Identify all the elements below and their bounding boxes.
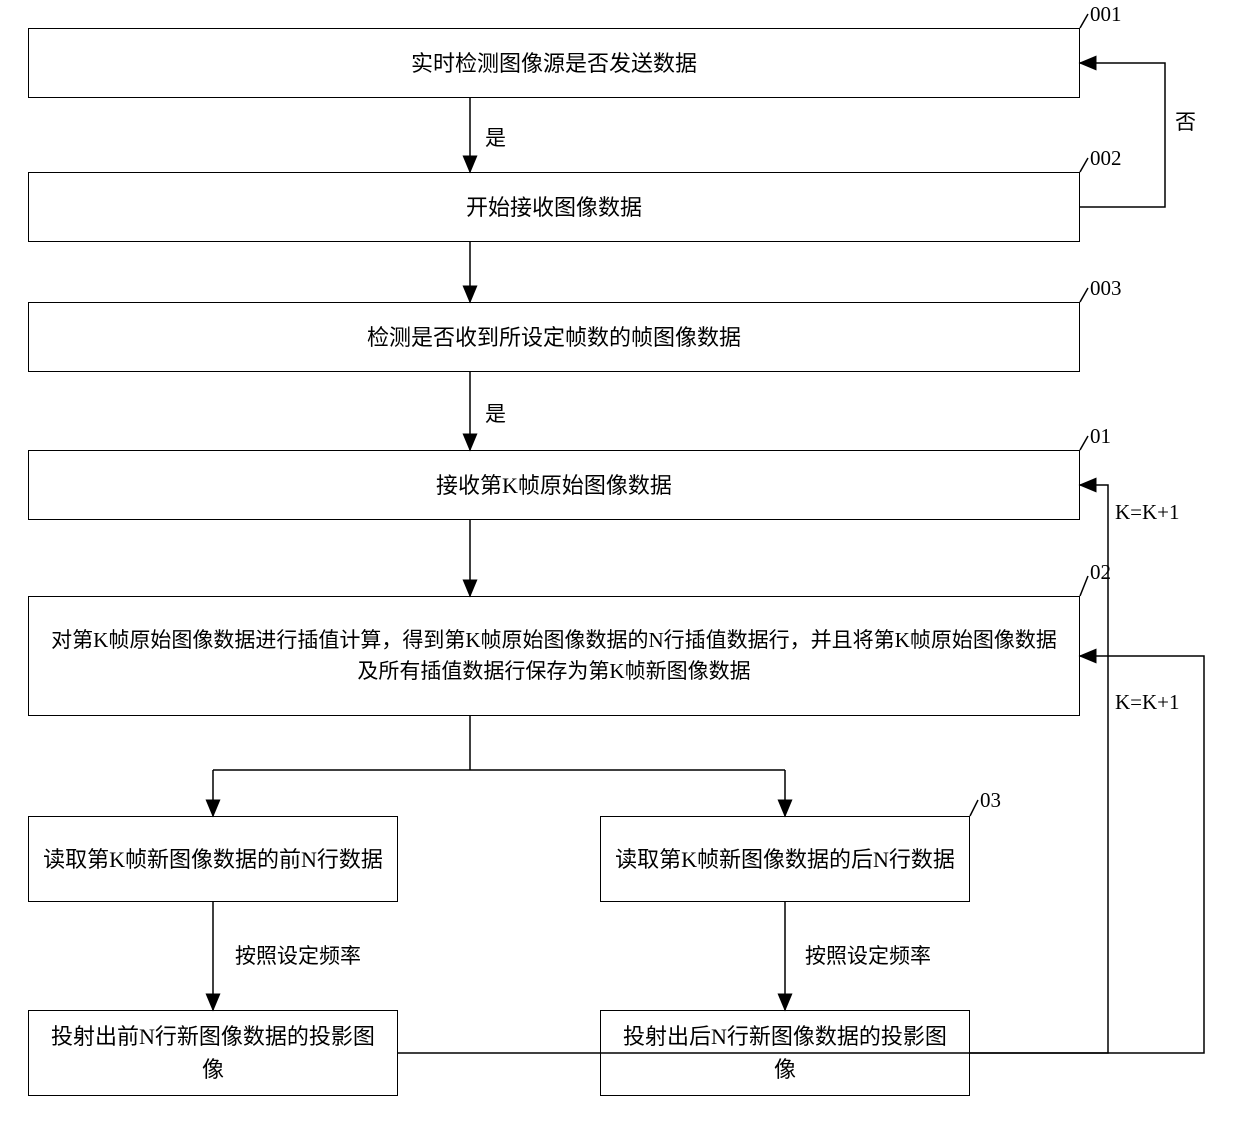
- node-003: 检测是否收到所设定帧数的帧图像数据: [28, 302, 1080, 372]
- step-label-002: 002: [1090, 146, 1122, 171]
- step-label-02: 02: [1090, 560, 1111, 585]
- edge-label-freq-a: 按照设定频率: [235, 940, 361, 970]
- edge-label-no: 否: [1175, 106, 1196, 136]
- node-001: 实时检测图像源是否发送数据: [28, 28, 1080, 98]
- node-03a: 读取第K帧新图像数据的前N行数据: [28, 816, 398, 902]
- edge-label-inc-a: K=K+1: [1115, 500, 1180, 525]
- node-03b: 读取第K帧新图像数据的后N行数据: [600, 816, 970, 902]
- edge-label-yes-1: 是: [485, 122, 506, 152]
- node-01: 接收第K帧原始图像数据: [28, 450, 1080, 520]
- step-label-003: 003: [1090, 276, 1122, 301]
- step-label-001: 001: [1090, 2, 1122, 27]
- node-04a: 投射出前N行新图像数据的投影图像: [28, 1010, 398, 1096]
- flow-arrows: [0, 0, 1240, 1126]
- edge-label-inc-b: K=K+1: [1115, 690, 1180, 715]
- step-label-01: 01: [1090, 424, 1111, 449]
- node-02: 对第K帧原始图像数据进行插值计算，得到第K帧原始图像数据的N行插值数据行，并且将…: [28, 596, 1080, 716]
- node-04b: 投射出后N行新图像数据的投影图像: [600, 1010, 970, 1096]
- edge-label-freq-b: 按照设定频率: [805, 940, 931, 970]
- edge-label-yes-2: 是: [485, 398, 506, 428]
- node-002: 开始接收图像数据: [28, 172, 1080, 242]
- step-label-03: 03: [980, 788, 1001, 813]
